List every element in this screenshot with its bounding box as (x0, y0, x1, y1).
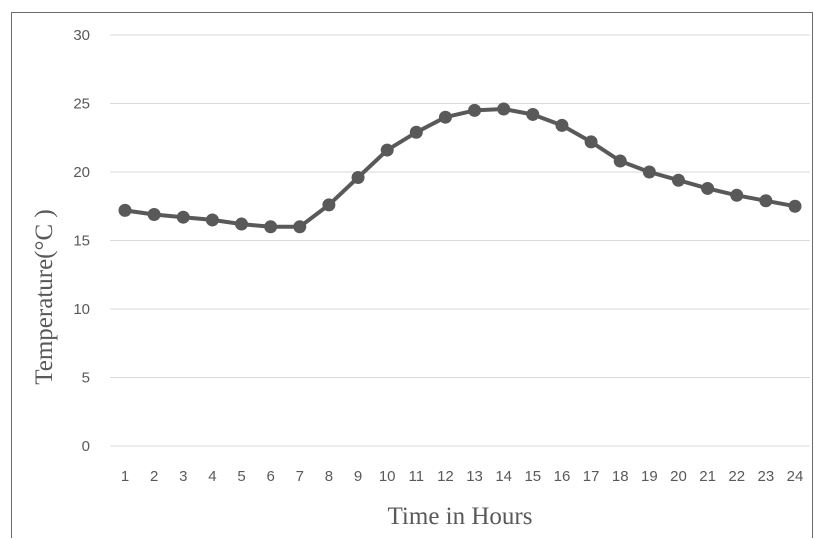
data-point (671, 173, 685, 187)
data-point (293, 220, 307, 234)
x-tick-label: 7 (296, 468, 304, 485)
x-tick-label: 18 (612, 468, 629, 485)
chart-frame (11, 12, 813, 538)
data-point (409, 125, 423, 139)
data-point (322, 198, 336, 212)
data-point (351, 170, 365, 184)
data-point (526, 107, 540, 121)
x-tick-label: 13 (466, 468, 483, 485)
x-tick-label: 12 (437, 468, 454, 485)
x-tick-label: 5 (237, 468, 245, 485)
y-tick-label: 15 (73, 233, 90, 250)
x-axis-title: Time in Hours (388, 503, 533, 530)
y-axis-title: Temperature(°C ) (31, 209, 58, 385)
x-tick-label: 10 (379, 468, 396, 485)
data-point (235, 217, 249, 231)
data-point (176, 210, 190, 224)
data-point (584, 135, 598, 149)
data-point (380, 143, 394, 157)
x-tick-label: 23 (758, 468, 775, 485)
data-point (497, 102, 511, 116)
data-point (642, 165, 656, 179)
data-point (730, 188, 744, 202)
y-tick-label: 25 (73, 96, 90, 113)
data-point (468, 103, 482, 117)
x-tick-label: 11 (409, 468, 425, 485)
x-tick-label: 19 (641, 468, 658, 485)
x-tick-label: 16 (554, 468, 571, 485)
series-markers (118, 102, 802, 234)
y-tick-label: 20 (73, 164, 90, 181)
data-point (147, 207, 161, 221)
x-tick-label: 21 (699, 468, 716, 485)
y-tick-label: 10 (73, 301, 90, 318)
y-tick-labels: 0 5 10 15 20 25 30 (73, 27, 90, 455)
data-point (205, 213, 219, 227)
y-tick-label: 0 (82, 438, 90, 455)
x-tick-label: 9 (354, 468, 362, 485)
series-line (124, 107, 796, 229)
x-tick-label: 17 (583, 468, 600, 485)
gridlines (110, 34, 810, 447)
data-point (759, 194, 773, 208)
y-tick-label: 5 (82, 370, 90, 387)
data-point (264, 220, 278, 234)
data-point (613, 154, 627, 168)
x-tick-label: 14 (495, 468, 512, 485)
y-tick-label: 30 (73, 27, 90, 44)
x-tick-label: 24 (787, 468, 804, 485)
data-point (701, 181, 715, 195)
data-point (788, 199, 802, 213)
x-tick-label: 2 (150, 468, 158, 485)
data-point (118, 203, 132, 217)
x-tick-label: 3 (179, 468, 187, 485)
x-tick-label: 6 (266, 468, 274, 485)
data-point (438, 110, 452, 124)
x-tick-label: 4 (208, 468, 216, 485)
x-tick-labels: 1 2 3 4 5 6 7 8 9 10 11 12 13 14 15 16 17 18 19 20 21 22 23 24 (121, 468, 804, 485)
x-tick-label: 8 (325, 468, 333, 485)
x-tick-label: 20 (670, 468, 687, 485)
x-tick-label: 22 (728, 468, 745, 485)
x-tick-label: 15 (524, 468, 541, 485)
x-tick-label: 1 (121, 468, 129, 485)
data-point (555, 118, 569, 132)
